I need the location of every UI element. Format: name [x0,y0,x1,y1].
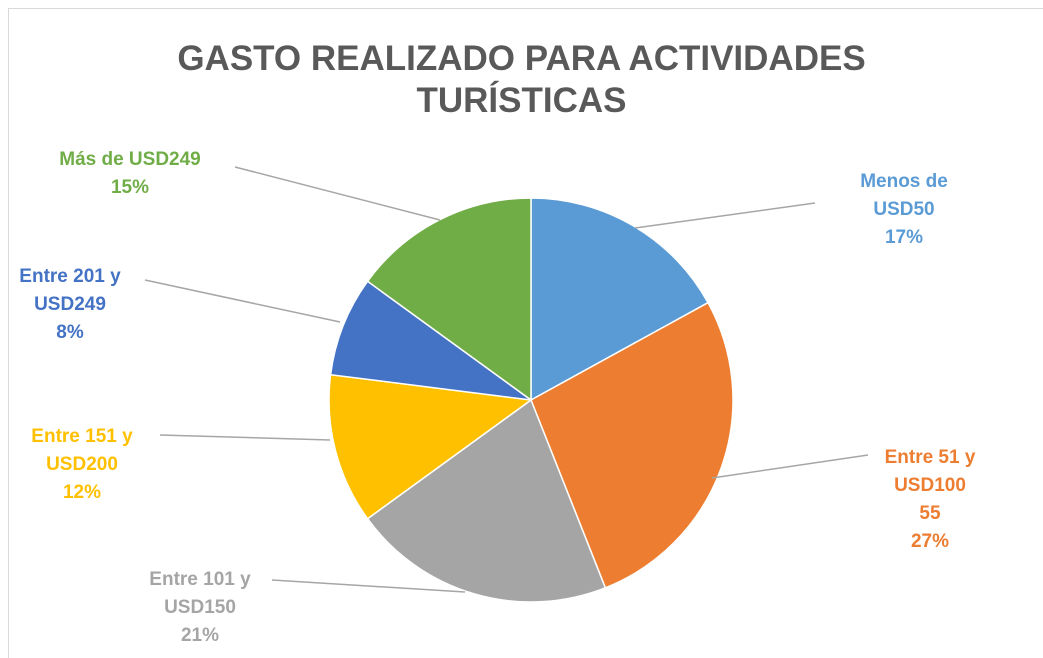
pie-slice [530,197,710,402]
leader-line [271,579,466,593]
value-label: 15% [110,177,150,198]
slice-label: Entre 151 y USD200 [31,426,133,475]
leader-line [234,166,441,221]
pie-slice [328,373,533,520]
leader-line [711,454,869,479]
slice-label: Entre 101 y USD150 [149,569,251,618]
slice-label: Entre 201 y USD249 [19,266,121,315]
leader-line [144,279,341,323]
value-label: 12% [62,482,102,503]
value-label: 21% [180,625,220,646]
leader-line [159,434,331,441]
pie-slice [329,280,532,401]
value-label: 17% [884,227,924,248]
slice-label: Menos de USD50 [860,171,948,220]
leader-line [634,202,816,229]
slice-label: Más de USD249 [59,149,201,170]
pie-slice [366,398,607,603]
pie-slice [530,301,734,589]
value-label: 27% [910,531,950,552]
chart-title: GASTO REALIZADO PARA ACTIVIDADES TURÍSTI… [177,39,866,120]
value-label: 8% [56,322,84,343]
chart-border [8,8,1043,658]
slice-label: Entre 51 y USD100 55 [884,447,976,524]
